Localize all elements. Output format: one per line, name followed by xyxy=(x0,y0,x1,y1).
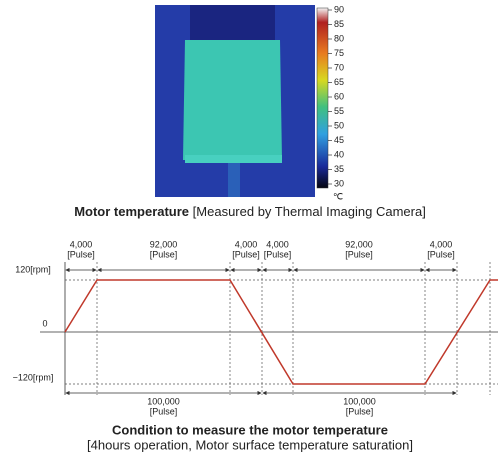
profile-axes xyxy=(40,262,498,395)
scale-label: 70 xyxy=(334,62,344,72)
span-unit: [Pulse] xyxy=(264,249,292,259)
scale-label: 55 xyxy=(334,106,344,116)
scale-label: 60 xyxy=(334,91,344,101)
span-value: 4,000 xyxy=(430,239,453,249)
scale-label: 35 xyxy=(334,164,344,174)
span-unit: [Pulse] xyxy=(346,406,374,416)
scale-label: 75 xyxy=(334,48,344,58)
speed-profile xyxy=(64,279,498,385)
profile-title: Condition to measure the motor temperatu… xyxy=(112,422,388,437)
span-unit: [Pulse] xyxy=(427,249,455,259)
scale-label: 85 xyxy=(334,19,344,29)
span-value: 100,000 xyxy=(343,396,376,406)
scale-unit: ℃ xyxy=(333,191,343,201)
y-label: 120[rpm] xyxy=(15,264,51,274)
span-value: 92,000 xyxy=(345,239,373,249)
span-unit: [Pulse] xyxy=(232,249,260,259)
span-value: 4,000 xyxy=(70,239,93,249)
span-unit: [Pulse] xyxy=(67,249,95,259)
scale-label: 45 xyxy=(334,135,344,145)
caption-rest: [Measured by Thermal Imaging Camera] xyxy=(193,204,426,219)
profile-subtitle: [4hours operation, Motor surface tempera… xyxy=(87,437,413,452)
scale-label: 90 xyxy=(334,4,344,14)
span-value: 4,000 xyxy=(235,239,258,249)
thermal-image xyxy=(155,5,315,197)
scale-label: 65 xyxy=(334,77,344,87)
y-label: 0 xyxy=(42,318,47,328)
color-bar xyxy=(316,7,329,189)
span-unit: [Pulse] xyxy=(345,249,373,259)
scale-label: 40 xyxy=(334,149,344,159)
scale-label: 30 xyxy=(334,178,344,188)
y-label: −120[rpm] xyxy=(13,372,54,382)
scale-label: 80 xyxy=(334,33,344,43)
span-value: 4,000 xyxy=(266,239,289,249)
thermal-caption: Motor temperature [Measured by Thermal I… xyxy=(74,204,426,219)
caption-bold: Motor temperature xyxy=(74,204,189,219)
span-unit: [Pulse] xyxy=(150,406,178,416)
span-value: 92,000 xyxy=(150,239,178,249)
guides xyxy=(65,262,498,395)
scale-label: 50 xyxy=(334,120,344,130)
span-unit: [Pulse] xyxy=(150,249,178,259)
span-value: 100,000 xyxy=(147,396,180,406)
